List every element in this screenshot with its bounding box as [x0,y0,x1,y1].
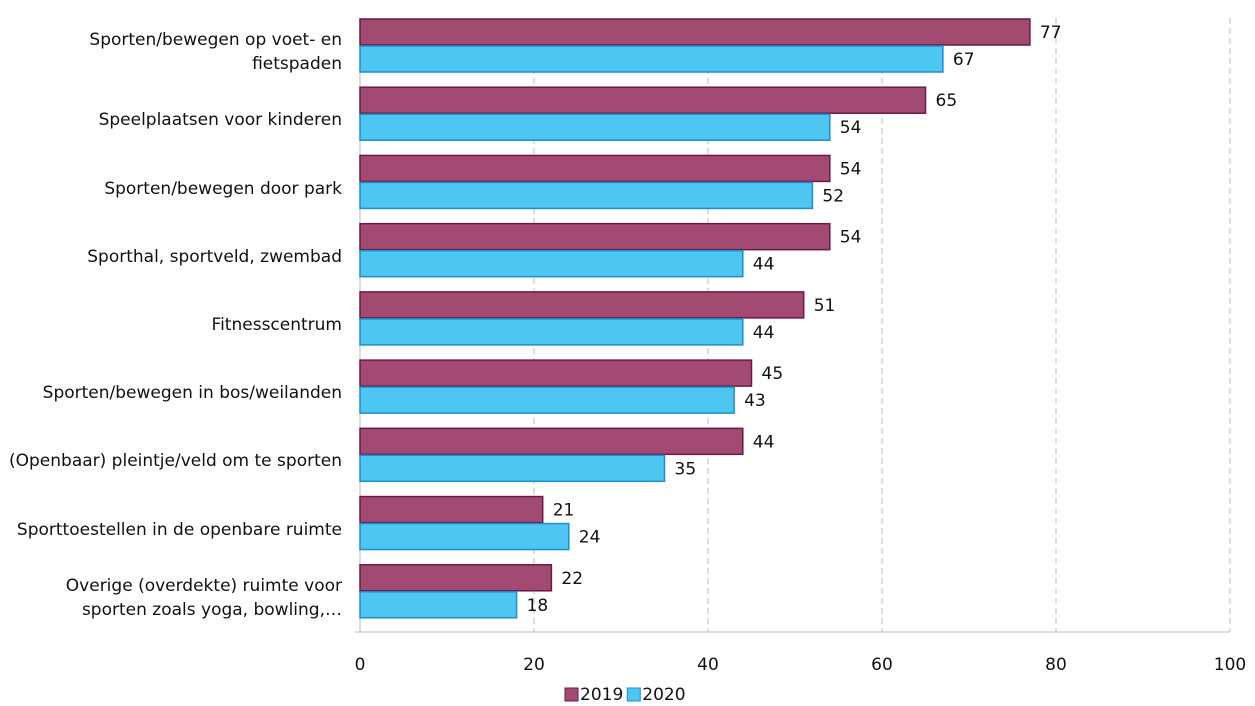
x-tick-label: 100 [1214,655,1246,675]
value-label: 35 [675,459,697,479]
bar [359,18,1031,46]
legend-swatch [626,687,641,702]
x-tick-label: 80 [1045,655,1067,675]
value-label: 22 [561,569,583,589]
value-label: 77 [1040,23,1062,43]
bar [359,318,744,346]
y-tick-label: Sporten/bewegen in bos/weilanden [42,383,342,404]
bar [359,154,831,183]
bar [359,45,944,73]
value-label: 51 [814,296,836,316]
value-label: 54 [840,159,862,179]
value-label: 43 [744,391,766,411]
value-label: 52 [822,186,844,206]
x-tick-label: 20 [523,655,545,675]
value-label: 44 [753,323,775,343]
y-tick-label: Sporttoestellen in de openbare ruimte [16,519,342,540]
legend-label: 2019 [580,685,623,705]
legend-label: 2020 [642,685,685,705]
value-label: 54 [840,118,862,138]
value-label: 54 [840,228,862,248]
value-label: 21 [553,501,575,521]
y-tick-label: (Openbaar) pleintje/veld om te sporten [8,451,342,472]
bar [359,249,744,278]
bar [359,291,805,319]
y-tick-label: Speelplaatsen voor kinderen [98,110,342,131]
bar [359,181,814,210]
value-label: 45 [762,364,784,384]
bar [359,495,544,524]
bar [359,564,553,592]
bar [359,454,666,483]
bar [359,359,753,387]
value-label: 65 [936,91,958,111]
bar [359,113,831,141]
bar [359,222,831,251]
value-label: 24 [579,528,601,548]
y-tick-label: Sporten/bewegen op voet- en fietspaden [89,30,342,75]
y-tick-label: Overige (overdekte) ruimte voor sporten … [65,575,342,620]
bar [359,386,735,414]
x-tick-label: 0 [355,655,366,675]
bar [359,522,570,551]
x-tick-label: 60 [871,655,893,675]
value-label: 44 [753,255,775,275]
legend-swatch [564,687,579,702]
value-label: 44 [753,432,775,452]
value-label: 18 [527,596,549,616]
y-tick-label: Sporten/bewegen door park [104,178,342,199]
y-tick-label: Sporthal, sportveld, zwembad [87,246,342,267]
bar [359,427,744,456]
value-label: 67 [953,50,975,70]
y-tick-label: Fitnesscentrum [211,315,342,335]
x-tick-label: 40 [697,655,719,675]
bar [359,591,518,619]
bar [359,86,927,114]
